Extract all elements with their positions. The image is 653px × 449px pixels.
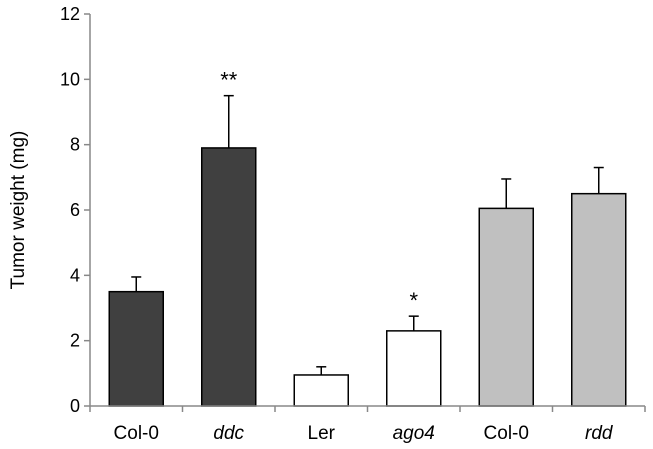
x-ticks-layer xyxy=(89,406,646,412)
labels-layer: Col-0 ** ddc Ler * ago4 Col-0 rdd xyxy=(114,68,614,444)
error-bars-layer xyxy=(131,94,604,375)
bar-0 xyxy=(108,290,164,407)
y-tick-label: 10 xyxy=(60,69,80,89)
y-tick-label: 8 xyxy=(70,135,80,155)
y-tick-label: 6 xyxy=(70,200,80,220)
y-axis-label: Tumor weight (mg) xyxy=(8,131,29,290)
significance-label-3: * xyxy=(409,288,418,313)
y-tick-label: 12 xyxy=(60,4,80,24)
x-tick-label-4: Col-0 xyxy=(484,423,529,444)
x-tick-label-0: Col-0 xyxy=(114,423,159,444)
y-tick-label: 2 xyxy=(70,331,80,351)
x-tick-label-1: ddc xyxy=(213,423,244,444)
x-tick-label-3: ago4 xyxy=(393,423,435,444)
significance-label-1: ** xyxy=(220,68,238,93)
bar-3 xyxy=(386,330,442,407)
bar-2 xyxy=(293,374,349,407)
bar-1 xyxy=(201,147,257,407)
y-tick-label: 0 xyxy=(70,396,80,416)
x-tick-label-5: rdd xyxy=(585,423,614,444)
bar-5 xyxy=(571,192,627,407)
bar-4 xyxy=(478,207,534,407)
y-tick-label: 4 xyxy=(70,265,80,285)
bars-layer xyxy=(108,147,627,407)
x-tick-label-2: Ler xyxy=(308,423,336,444)
y-ticks-layer: 0 2 4 6 8 10 12 xyxy=(60,4,90,416)
